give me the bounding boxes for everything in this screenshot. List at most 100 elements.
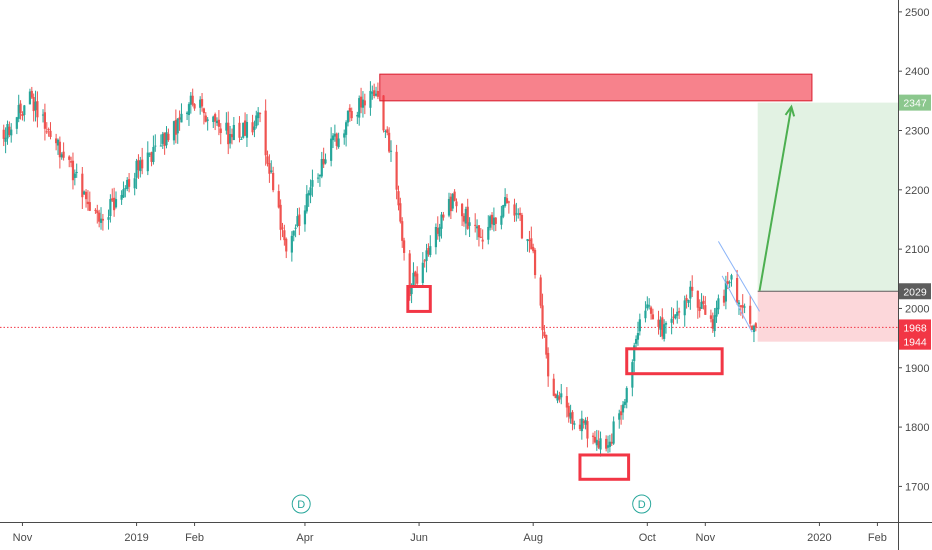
candle-body[interactable] bbox=[518, 212, 522, 216]
candle-body[interactable] bbox=[504, 197, 507, 207]
candle-body[interactable] bbox=[324, 159, 327, 164]
candle-body[interactable] bbox=[4, 137, 7, 142]
candle-body[interactable] bbox=[69, 161, 73, 163]
candle-body[interactable] bbox=[481, 239, 484, 242]
candle-body[interactable] bbox=[754, 323, 757, 328]
candle-body[interactable] bbox=[741, 305, 744, 308]
candle-body[interactable] bbox=[215, 120, 219, 124]
candle-body[interactable] bbox=[264, 110, 267, 156]
candle-body[interactable] bbox=[648, 305, 651, 307]
candle-body[interactable] bbox=[502, 205, 505, 217]
candle-body[interactable] bbox=[331, 135, 335, 141]
candle-body[interactable] bbox=[19, 103, 22, 114]
candle-body[interactable] bbox=[127, 179, 131, 187]
candle-body[interactable] bbox=[232, 124, 235, 141]
candle-body[interactable] bbox=[71, 160, 75, 181]
candle-body[interactable] bbox=[578, 424, 582, 429]
candle-body[interactable] bbox=[107, 217, 110, 220]
candle-body[interactable] bbox=[636, 333, 640, 340]
candle-body[interactable] bbox=[114, 199, 118, 208]
candle-body[interactable] bbox=[713, 315, 716, 332]
candle-body[interactable] bbox=[447, 198, 451, 216]
candle-body[interactable] bbox=[416, 273, 419, 284]
candle-body[interactable] bbox=[591, 435, 595, 437]
candle-body[interactable] bbox=[646, 304, 649, 309]
support-box-jun[interactable] bbox=[406, 285, 432, 313]
candle-body[interactable] bbox=[638, 319, 641, 332]
support-box-oct[interactable] bbox=[625, 347, 724, 376]
candle-body[interactable] bbox=[397, 191, 400, 206]
candle-body[interactable] bbox=[225, 122, 228, 131]
resistance-zone[interactable] bbox=[379, 73, 813, 102]
candle-body[interactable] bbox=[320, 159, 323, 177]
candle-body[interactable] bbox=[580, 418, 583, 432]
candle-body[interactable] bbox=[474, 224, 477, 226]
candle-body[interactable] bbox=[425, 250, 428, 261]
candle-body[interactable] bbox=[298, 214, 301, 227]
candle-body[interactable] bbox=[412, 272, 415, 288]
candle-body[interactable] bbox=[343, 133, 346, 138]
candle-body[interactable] bbox=[374, 93, 378, 96]
candle-body[interactable] bbox=[189, 95, 192, 105]
candle-body[interactable] bbox=[99, 218, 103, 223]
candle-body[interactable] bbox=[505, 198, 509, 204]
candle-body[interactable] bbox=[709, 315, 713, 319]
candle-body[interactable] bbox=[305, 194, 308, 212]
candle-body[interactable] bbox=[187, 104, 191, 116]
candle-body[interactable] bbox=[739, 305, 742, 307]
candle-body[interactable] bbox=[94, 209, 97, 211]
candle-body[interactable] bbox=[135, 160, 138, 178]
candle-body[interactable] bbox=[240, 138, 243, 140]
candle-body[interactable] bbox=[6, 124, 9, 139]
candle-body[interactable] bbox=[122, 189, 125, 198]
candle-body[interactable] bbox=[113, 197, 116, 211]
candle-body[interactable] bbox=[212, 116, 215, 123]
dividend-sep[interactable] bbox=[632, 494, 652, 514]
candle-body[interactable] bbox=[489, 216, 492, 228]
candle-body[interactable] bbox=[133, 178, 136, 189]
candle-body[interactable] bbox=[84, 191, 88, 200]
candle-body[interactable] bbox=[634, 338, 638, 344]
candle-body[interactable] bbox=[730, 275, 733, 280]
candle-body[interactable] bbox=[294, 227, 297, 229]
candle-body[interactable] bbox=[2, 129, 5, 139]
candle-body[interactable] bbox=[644, 310, 647, 319]
candle-body[interactable] bbox=[238, 122, 241, 138]
candle-body[interactable] bbox=[517, 213, 520, 215]
candle-body[interactable] bbox=[126, 179, 129, 189]
candle-body[interactable] bbox=[487, 226, 490, 240]
candle-body[interactable] bbox=[243, 120, 247, 136]
candle-body[interactable] bbox=[161, 133, 164, 144]
candle-body[interactable] bbox=[311, 180, 314, 187]
candle-body[interactable] bbox=[541, 305, 544, 331]
candle-body[interactable] bbox=[711, 319, 714, 329]
candle-body[interactable] bbox=[34, 101, 37, 111]
candle-body[interactable] bbox=[528, 240, 531, 242]
candle-body[interactable] bbox=[453, 191, 456, 201]
candle-body[interactable] bbox=[565, 396, 568, 408]
candle-body[interactable] bbox=[8, 126, 11, 135]
candle-body[interactable] bbox=[582, 421, 585, 424]
candle-body[interactable] bbox=[449, 196, 452, 212]
candle-body[interactable] bbox=[15, 117, 18, 129]
candle-body[interactable] bbox=[124, 188, 127, 190]
candle-body[interactable] bbox=[191, 95, 194, 105]
candle-body[interactable] bbox=[47, 129, 50, 131]
candle-body[interactable] bbox=[597, 441, 600, 448]
candle-body[interactable] bbox=[700, 301, 703, 309]
candle-body[interactable] bbox=[146, 152, 149, 172]
candle-body[interactable] bbox=[361, 99, 365, 108]
candle-body[interactable] bbox=[737, 302, 741, 305]
candle-body[interactable] bbox=[427, 248, 430, 255]
candle-body[interactable] bbox=[199, 99, 202, 108]
falling-wedge-upper[interactable] bbox=[717, 241, 760, 312]
candle-body[interactable] bbox=[43, 112, 46, 129]
candle-body[interactable] bbox=[316, 177, 320, 179]
candle-body[interactable] bbox=[749, 305, 752, 324]
candle-body[interactable] bbox=[230, 134, 234, 138]
long-position-loss-zone[interactable] bbox=[757, 291, 898, 342]
candle-body[interactable] bbox=[255, 115, 258, 127]
candle-body[interactable] bbox=[606, 445, 610, 448]
candle-body[interactable] bbox=[386, 129, 389, 133]
